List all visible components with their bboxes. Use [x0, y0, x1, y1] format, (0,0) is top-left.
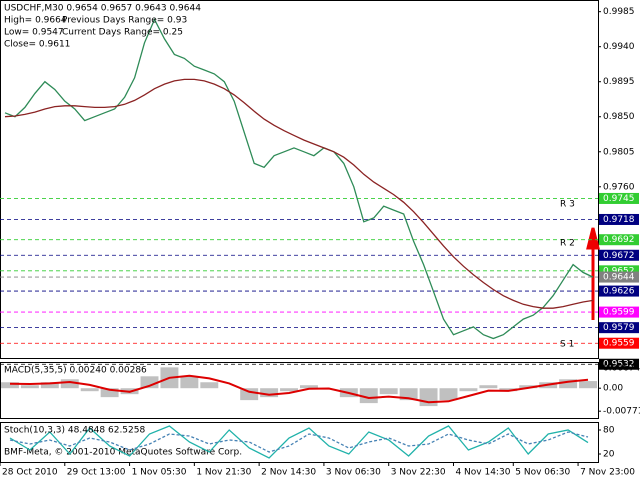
y-tick-label: 0.9895: [603, 77, 635, 87]
annotation: Close= 0.9611: [4, 40, 70, 50]
level-box: [599, 213, 639, 225]
annotation: Current Days Range= 0.25: [62, 28, 183, 38]
series-line: [4, 17, 594, 340]
bar: [180, 376, 199, 389]
y-tick-label: -0.00771: [603, 407, 640, 417]
level-box: [599, 322, 639, 334]
y-tick-label: 80: [603, 426, 615, 436]
bar: [100, 388, 119, 398]
y-tick-label: 0.9850: [603, 112, 635, 122]
bar: [559, 379, 578, 389]
x-tick-label: 3 Nov 22:30: [391, 468, 446, 478]
level-label: 0.9579: [603, 323, 635, 333]
bar: [20, 385, 39, 389]
level-box: [599, 234, 639, 246]
level-label: 0.9745: [603, 194, 635, 204]
arrow: [586, 227, 600, 320]
y-tick-label: 0.9985: [603, 7, 635, 17]
bar: [439, 388, 458, 401]
x-tick-label: 7 Nov 23:00: [580, 468, 635, 478]
y-tick-label: 0.9805: [603, 147, 635, 157]
y-tick-label: 0.9940: [603, 42, 635, 52]
level-box: [599, 265, 639, 277]
stoch-frame: [0, 422, 599, 463]
bar: [359, 388, 378, 404]
bar: [140, 376, 159, 389]
level-box: [599, 192, 639, 204]
bar: [280, 388, 299, 392]
x-tick-label: 28 Oct 2010: [2, 468, 58, 478]
level-box: [599, 271, 639, 283]
annotation: S 1: [560, 340, 574, 350]
annotation: Low= 0.9547: [4, 28, 64, 38]
y-tick-label: 20: [603, 450, 615, 460]
panel-title: Stoch(10,3,3) 48.4848 62.5258: [4, 426, 145, 436]
x-tick-label: 3 Nov 06:30: [326, 468, 381, 478]
panel-title: USDCHF,M30 0.9654 0.9657 0.9643 0.9644: [4, 4, 201, 14]
level-label: 0.9559: [603, 339, 635, 349]
bar: [479, 385, 498, 389]
bar: [419, 388, 438, 407]
bar: [579, 381, 598, 389]
bar: [459, 388, 478, 392]
level-label: 0.9672: [603, 251, 635, 261]
bar: [399, 388, 418, 401]
x-tick-label: 29 Oct 13:00: [67, 468, 126, 478]
level-box: [599, 249, 639, 261]
x-tick-label: 5 Nov 06:30: [515, 468, 570, 478]
bar: [60, 379, 79, 389]
level-label: 0.9626: [603, 287, 635, 297]
annotation: Previous Days Range= 0.93: [62, 16, 187, 26]
y-tick-label: 0.00: [603, 384, 623, 394]
series-line: [4, 78, 594, 309]
level-label: 0.9644: [603, 273, 635, 283]
macd-frame: [0, 362, 599, 419]
level-box: [599, 306, 639, 318]
panel-title: MACD(5,35,5) 0.00240 0.00286: [4, 366, 147, 376]
x-tick-label: 1 Nov 05:30: [132, 468, 187, 478]
bar: [499, 388, 518, 392]
level-box: [599, 358, 639, 370]
series-line: [9, 425, 589, 459]
series-line: [9, 374, 589, 404]
level-label: 0.9692: [603, 235, 635, 245]
bar: [299, 385, 318, 389]
level-label: 0.9652: [603, 266, 635, 276]
level-label: 0.9718: [603, 215, 635, 225]
bar: [260, 388, 279, 398]
x-tick-label: 4 Nov 14:30: [455, 468, 510, 478]
main-frame: [0, 0, 599, 359]
annotation: R 2: [560, 239, 575, 249]
y-tick-label: 0.00674: [603, 364, 640, 374]
bar: [0, 382, 19, 389]
y-tick-label: 0.9760: [603, 182, 635, 192]
bar: [80, 388, 99, 392]
bar: [240, 388, 259, 401]
x-tick-label: 2 Nov 14:30: [261, 468, 316, 478]
level-label: 0.9532: [603, 360, 635, 370]
bar: [519, 385, 538, 389]
annotation: High= 0.9664: [4, 16, 67, 26]
bar: [379, 388, 398, 395]
bar: [40, 382, 59, 389]
annotation: R 3: [560, 200, 575, 210]
x-tick-label: 1 Nov 21:30: [196, 468, 251, 478]
level-label: 0.9599: [603, 308, 635, 318]
bar: [200, 382, 219, 389]
level-box: [599, 285, 639, 297]
level-box: [599, 337, 639, 349]
